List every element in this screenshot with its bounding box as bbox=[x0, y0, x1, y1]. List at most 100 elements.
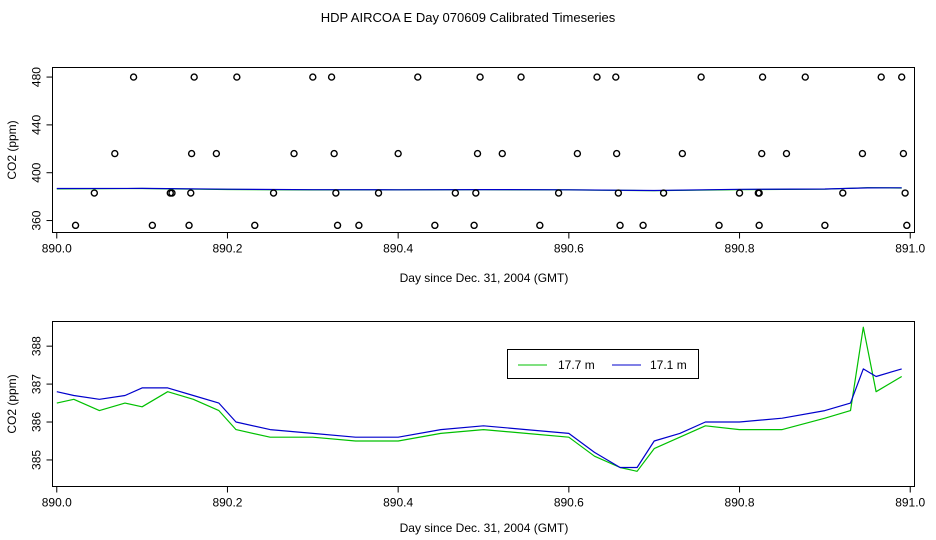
top-y-tick-label: 360 bbox=[30, 210, 44, 230]
top-data-point bbox=[168, 189, 176, 197]
top-data-point bbox=[330, 149, 338, 158]
figure-title: HDP AIRCOA E Day 070609 Calibrated Times… bbox=[321, 10, 616, 25]
top-data-point bbox=[472, 189, 480, 197]
top-data-point bbox=[111, 149, 119, 158]
top-data-point bbox=[755, 221, 763, 230]
top-data-point bbox=[431, 221, 439, 230]
top-data-point bbox=[517, 73, 525, 81]
top-axes-ticks: 890.0 890.2 890.4 890.6 890.8 891.0 360 400 440 4… bbox=[30, 67, 926, 256]
top-data-point bbox=[290, 149, 298, 158]
top-data-point bbox=[659, 189, 668, 197]
top-data-point bbox=[498, 149, 506, 158]
top-x-tick-label: 891.0 bbox=[895, 242, 925, 256]
top-data-point bbox=[612, 149, 621, 158]
top-data-point bbox=[476, 73, 484, 81]
top-data-point bbox=[71, 221, 80, 230]
top-data-point bbox=[573, 149, 582, 158]
top-data-point bbox=[394, 149, 402, 158]
bottom-x-tick-label: 890.2 bbox=[212, 496, 242, 510]
top-data-point bbox=[374, 189, 383, 197]
legend-box bbox=[507, 349, 699, 379]
top-series-line-series-1 bbox=[56, 187, 902, 192]
bottom-x-tick-label: 890.6 bbox=[554, 496, 584, 510]
top-plot-area bbox=[56, 73, 911, 230]
top-data-point bbox=[616, 221, 624, 230]
top-data-point bbox=[233, 73, 241, 81]
top-data-point bbox=[187, 149, 196, 158]
top-data-point bbox=[148, 221, 157, 230]
legend: 17.7 m 17.1 m bbox=[507, 349, 699, 379]
top-plot-frame bbox=[52, 67, 915, 233]
top-data-point bbox=[758, 73, 767, 81]
top-data-point bbox=[187, 189, 195, 197]
top-x-tick-label: 890.2 bbox=[212, 242, 242, 256]
top-data-point bbox=[251, 221, 259, 230]
bottom-x-tick-label: 891.0 bbox=[895, 496, 925, 510]
top-data-point bbox=[897, 73, 906, 81]
bottom-x-tick-label: 890.0 bbox=[42, 496, 72, 510]
top-data-point bbox=[639, 221, 647, 230]
bottom-x-tick-label: 890.8 bbox=[725, 496, 755, 510]
top-panel: 890.0 890.2 890.4 890.6 890.8 891.0 360 400 440 4… bbox=[5, 67, 926, 285]
bottom-y-tick-label: 388 bbox=[30, 336, 44, 356]
top-data-point bbox=[129, 73, 138, 81]
bottom-y-tick-label: 386 bbox=[30, 412, 44, 432]
top-data-point bbox=[858, 149, 867, 158]
top-data-point bbox=[593, 73, 601, 81]
top-data-point bbox=[782, 149, 791, 158]
bottom-y-axis-label: CO2 (ppm) bbox=[5, 374, 19, 433]
legend-label-17-7m: 17.7 m bbox=[558, 358, 595, 372]
top-data-point bbox=[451, 189, 460, 197]
top-data-point bbox=[332, 189, 340, 197]
top-data-point bbox=[735, 189, 744, 197]
bottom-y-tick-label: 385 bbox=[30, 450, 44, 470]
bottom-x-axis-label: Day since Dec. 31, 2004 (GMT) bbox=[400, 521, 569, 535]
bottom-axes-ticks: 890.0 890.2 890.4 890.6 890.8 891.0 385 386 387 3… bbox=[30, 336, 926, 510]
top-data-point bbox=[309, 73, 317, 81]
top-y-axis-label: CO2 (ppm) bbox=[5, 120, 19, 179]
top-data-point bbox=[715, 221, 723, 230]
top-data-point bbox=[801, 73, 809, 81]
top-x-tick-label: 890.6 bbox=[554, 242, 584, 256]
top-x-tick-label: 890.0 bbox=[42, 242, 72, 256]
top-y-tick-label: 440 bbox=[30, 115, 44, 135]
top-data-point bbox=[470, 221, 478, 230]
top-x-tick-label: 890.4 bbox=[383, 242, 413, 256]
top-data-point bbox=[333, 221, 342, 230]
bottom-plot-frame bbox=[52, 321, 915, 487]
bottom-series-line-17-1-m bbox=[56, 368, 902, 469]
top-data-point bbox=[355, 221, 363, 230]
top-x-axis-label: Day since Dec. 31, 2004 (GMT) bbox=[400, 271, 569, 285]
top-data-point bbox=[414, 73, 422, 81]
top-data-point bbox=[212, 149, 221, 158]
top-data-point bbox=[536, 221, 544, 230]
bottom-y-tick-label: 387 bbox=[30, 374, 44, 394]
top-data-point bbox=[90, 189, 99, 197]
top-data-point bbox=[327, 73, 336, 81]
top-x-tick-label: 890.8 bbox=[725, 242, 755, 256]
top-data-point bbox=[697, 73, 705, 81]
top-y-tick-label: 400 bbox=[30, 162, 44, 182]
top-data-point bbox=[554, 189, 563, 197]
bottom-x-tick-label: 890.4 bbox=[383, 496, 413, 510]
bottom-series-line-17-7-m bbox=[56, 326, 903, 472]
top-data-point bbox=[903, 221, 911, 230]
bottom-panel: 890.0 890.2 890.4 890.6 890.8 891.0 385 386 387 3… bbox=[5, 321, 926, 535]
top-data-point bbox=[758, 149, 766, 158]
top-data-point bbox=[899, 149, 908, 158]
top-data-point bbox=[901, 189, 909, 197]
top-data-point bbox=[185, 221, 193, 230]
top-data-point bbox=[877, 73, 885, 81]
bottom-plot-area bbox=[56, 326, 903, 472]
legend-label-17-1m: 17.1 m bbox=[650, 358, 687, 372]
top-y-tick-label: 480 bbox=[30, 67, 44, 87]
top-data-point bbox=[839, 189, 847, 197]
top-data-point bbox=[269, 189, 278, 197]
top-data-point bbox=[614, 189, 623, 197]
top-data-point bbox=[755, 189, 763, 197]
top-data-point bbox=[190, 73, 198, 81]
top-data-point bbox=[612, 73, 620, 81]
top-data-point bbox=[473, 149, 482, 158]
top-data-point bbox=[821, 221, 829, 230]
